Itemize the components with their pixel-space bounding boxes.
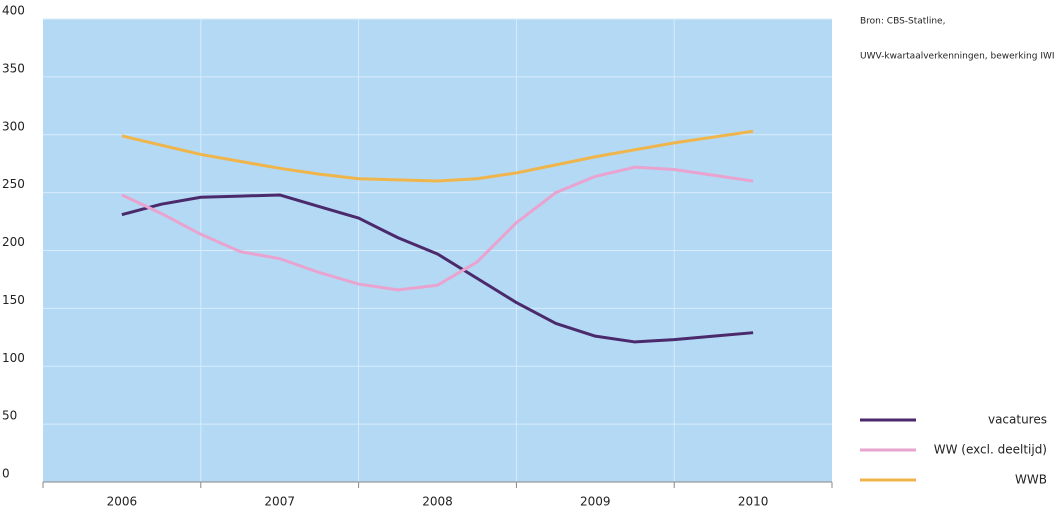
y-tick-label: 250: [2, 177, 25, 191]
source-line: UWV-kwartaalverkenningen, bewerking IWI: [860, 52, 1055, 62]
y-tick-label: 50: [2, 409, 17, 423]
legend-label: vacatures: [988, 413, 1047, 427]
y-tick-label: 400: [2, 4, 25, 18]
y-tick-label: 300: [2, 119, 25, 133]
y-tick-label: 200: [2, 235, 25, 249]
x-tick-label: 2009: [580, 495, 611, 509]
x-tick-label: 2010: [738, 495, 769, 509]
x-tick-label: 2007: [264, 495, 295, 509]
y-tick-label: 100: [2, 351, 25, 365]
series-line: [121, 193, 754, 344]
x-tick-label: 2008: [422, 495, 453, 509]
legend-label: WWB: [1015, 473, 1047, 487]
source-line: Bron: CBS-Statline,: [860, 17, 945, 27]
legend-label: WW (excl. deeltijd): [934, 443, 1047, 457]
series-line: [121, 165, 754, 292]
y-tick-label: 150: [2, 293, 25, 307]
x-tick-label: 2006: [107, 495, 138, 509]
series-line: [121, 129, 754, 183]
y-tick-label: 350: [2, 61, 25, 75]
y-tick-label: 0: [2, 467, 10, 481]
